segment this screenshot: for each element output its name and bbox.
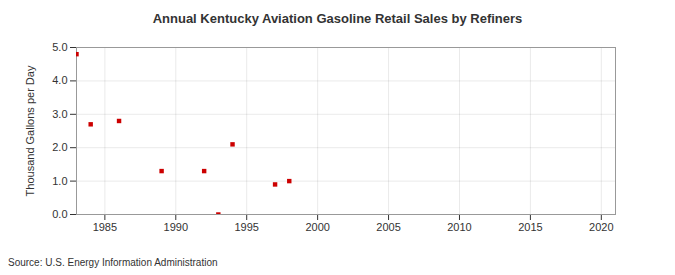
svg-text:4.0: 4.0: [52, 74, 67, 86]
svg-text:1.0: 1.0: [52, 175, 67, 187]
svg-text:2015: 2015: [518, 221, 542, 233]
svg-text:2.0: 2.0: [52, 141, 67, 153]
svg-text:2020: 2020: [589, 221, 613, 233]
svg-text:2000: 2000: [305, 221, 329, 233]
html-text:Source: U.S. Energy Informatio: Source: U.S. Energy Information Administ…: [8, 257, 218, 268]
svg-text:1995: 1995: [234, 221, 258, 233]
html-text:Annual Kentucky Aviation Gasol: Annual Kentucky Aviation Gasoline Retail…: [152, 11, 523, 26]
svg-text:2005: 2005: [376, 221, 400, 233]
svg-text:Thousand Gallons per Day: Thousand Gallons per Day: [24, 65, 36, 196]
svg-text:3.0: 3.0: [52, 108, 67, 120]
svg-text:0.0: 0.0: [52, 208, 67, 220]
svg-text:2010: 2010: [447, 221, 471, 233]
svg-text:1985: 1985: [93, 221, 117, 233]
svg-text:5.0: 5.0: [52, 41, 67, 53]
svg-text:1990: 1990: [164, 221, 188, 233]
